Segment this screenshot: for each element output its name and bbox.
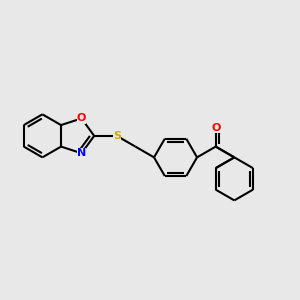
Text: O: O bbox=[77, 113, 86, 123]
Text: N: N bbox=[77, 148, 86, 158]
Text: S: S bbox=[113, 131, 121, 141]
Text: O: O bbox=[211, 123, 220, 133]
